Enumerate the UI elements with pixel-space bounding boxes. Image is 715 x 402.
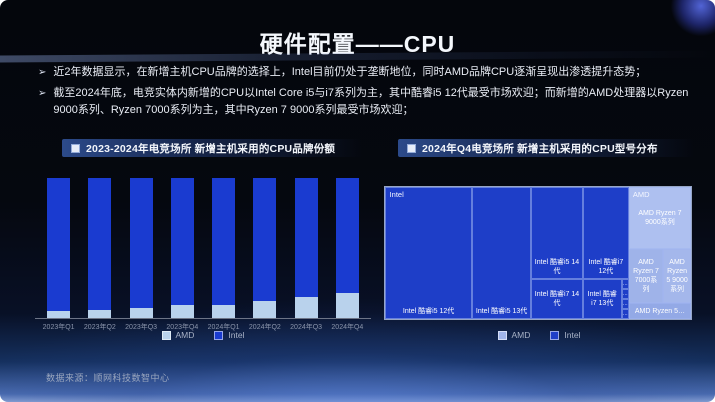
treemap-cell-intel: Intel 酷睿i5 12代	[385, 187, 473, 319]
treemap-cell-intel: …	[621, 289, 629, 300]
treemap-cell-amd: AMD Ryzen 7 7000系列	[628, 249, 664, 304]
treemap-cell-label: Intel 酷睿i5 12代	[402, 307, 455, 315]
legend-label: Intel	[564, 330, 581, 340]
right-chart-title-text: 2024年Q4电竞场所 新增主机采用的CPU型号分布	[422, 142, 658, 155]
bar-segment-intel	[170, 178, 194, 306]
stacked-bar-2023年Q1	[47, 178, 71, 318]
arrow-bullet-icon: ➢	[38, 67, 47, 78]
x-axis-tick-label: 2024年Q2	[248, 324, 281, 331]
bar-segment-amd	[170, 305, 194, 318]
bar-segment-intel	[129, 178, 153, 309]
page-title: 硬件配置——CPU	[259, 31, 456, 57]
treemap-cell-label: Intel 酷睿i7 13代	[587, 291, 617, 308]
data-source-note: 数据来源：顺网科技数智中心	[46, 373, 170, 383]
treemap-cell-intel: …	[621, 279, 629, 290]
square-bullet-icon	[407, 143, 416, 153]
treemap-cell-label: AMD Ryzen 5 9000系列	[666, 258, 688, 294]
treemap-cell-label: Intel 酷睿i5 14代	[534, 259, 580, 276]
bar-segment-intel	[47, 178, 71, 311]
treemap-cell-intel: …	[621, 299, 629, 310]
treemap-cell-intel: Intel 酷睿i7 14代	[530, 279, 583, 319]
treemap-legend: AMD Intel	[384, 330, 694, 340]
legend-item-amd: AMD	[161, 330, 195, 340]
treemap-cell-label: …	[622, 300, 628, 307]
bar-segment-amd	[212, 305, 236, 318]
x-axis-tick-label: 2023年Q4	[166, 324, 199, 331]
bullet-item: ➢ 截至2024年底，电竞实体内新增的CPU以Intel Core i5与i7系…	[38, 85, 697, 120]
legend-swatch-icon	[550, 330, 560, 340]
left-chart-title-text: 2023-2024年电竞场所 新增主机采用的CPU品牌份额	[86, 142, 336, 155]
stacked-bar-2024年Q1	[212, 178, 236, 318]
right-chart-title: 2024年Q4电竞场所 新增主机采用的CPU型号分布	[398, 139, 694, 157]
bullet-text: 截至2024年底，电竞实体内新增的CPU以Intel Core i5与i7系列为…	[53, 86, 689, 117]
bar-segment-intel	[212, 178, 236, 306]
treemap-cell-label: AMD Ryzen 7 9000系列	[638, 209, 682, 227]
stacked-bar-2023年Q2	[88, 178, 112, 318]
treemap-cell-label: …	[622, 281, 628, 288]
treemap-cell-amd: AMD Ryzen 5 9000系列	[663, 249, 691, 304]
brand-share-bar-chart: 2023年Q1 2023年Q2 2023年Q3 2023年Q4 2024年Q1 2024年…	[35, 170, 371, 350]
x-axis-tick-label: 2023年Q2	[83, 324, 116, 331]
bar-segment-intel	[88, 178, 112, 310]
treemap-cell-label: AMD Ryzen 5…	[634, 307, 686, 315]
legend-swatch-icon	[497, 330, 507, 340]
treemap-cell-label: Intel 酷睿i7 12代	[588, 259, 624, 276]
legend-label: AMD	[511, 330, 531, 340]
bar-segment-amd	[335, 292, 359, 318]
legend-swatch-icon	[214, 330, 224, 340]
stacked-bar-2023年Q3	[129, 178, 153, 318]
bullet-text: 近2年数据显示，在新增主机CPU品牌的选择上，Intel目前仍处于垄断地位，同时…	[53, 66, 647, 78]
bullet-item: ➢ 近2年数据显示，在新增主机CPU品牌的选择上，Intel目前仍处于垄断地位，…	[38, 64, 697, 82]
x-axis-tick-label: 2023年Q1	[42, 324, 75, 331]
bar-segment-intel	[335, 178, 359, 293]
bar-segment-amd	[47, 311, 71, 318]
bar-chart-legend: AMD Intel	[38, 330, 368, 340]
legend-swatch-icon	[161, 330, 171, 340]
treemap-cell-label: AMD Ryzen 7 7000系列	[633, 258, 659, 294]
arrow-bullet-icon: ➢	[38, 87, 47, 99]
treemap-cell-label: …	[622, 290, 628, 297]
treemap-group-label-intel: Intel	[389, 190, 404, 200]
legend-item-intel: Intel	[214, 330, 244, 340]
legend-label: Intel	[228, 330, 245, 340]
legend-label: AMD	[175, 330, 195, 340]
treemap-cell-intel: …	[621, 309, 629, 319]
stacked-bar-2024年Q4	[335, 178, 359, 318]
cpu-model-treemap-chart: Intel 酷睿i5 12代 Intel 酷睿i5 13代 Intel 酷睿i5 1…	[384, 170, 694, 350]
bullet-list: ➢ 近2年数据显示，在新增主机CPU品牌的选择上，Intel目前仍处于垄断地位，…	[38, 64, 697, 123]
bar-segment-amd	[294, 297, 318, 318]
treemap-cell-label: Intel 酷睿i7 14代	[534, 291, 580, 308]
treemap-cell-intel: Intel 酷睿i7 12代	[582, 187, 629, 280]
x-axis-tick-label: 2024年Q4	[331, 324, 364, 331]
treemap-cell-label: …	[622, 310, 628, 317]
bar-segment-intel	[294, 178, 318, 297]
stacked-bar-2024年Q3	[294, 178, 318, 318]
treemap-cell-intel: Intel 酷睿i5 13代	[472, 187, 531, 319]
bar-segment-amd	[253, 301, 277, 318]
bar-segment-amd	[129, 308, 153, 318]
legend-item-amd: AMD	[497, 330, 531, 340]
bar-segment-intel	[253, 178, 277, 302]
square-bullet-icon	[71, 143, 80, 153]
treemap-cell-label: Intel 酷睿i5 13代	[475, 307, 528, 315]
stacked-bar-2023年Q4	[170, 178, 194, 318]
x-axis-tick-label: 2024年Q3	[290, 324, 323, 331]
legend-item-intel: Intel	[550, 330, 580, 340]
stacked-bar-2024年Q2	[253, 178, 277, 318]
bar-segment-amd	[88, 309, 112, 318]
treemap-group-label-amd: AMD	[632, 190, 650, 200]
bar-x-axis: 2023年Q1 2023年Q2 2023年Q3 2023年Q4 2024年Q1 2024年…	[38, 322, 368, 334]
left-chart-title: 2023-2024年电竞场所 新增主机采用的CPU品牌份额	[62, 139, 362, 157]
treemap-cell-amd: AMD Ryzen 7 9000系列	[628, 187, 691, 250]
treemap-cell-intel: Intel 酷睿i5 14代	[530, 187, 583, 280]
bar-plot	[38, 170, 368, 318]
treemap-cell-intel: Intel 酷睿i7 13代	[582, 279, 622, 319]
x-axis-line	[35, 318, 371, 319]
x-axis-tick-label: 2023年Q3	[125, 324, 158, 331]
x-axis-tick-label: 2024年Q1	[207, 324, 240, 331]
treemap-cell-amd: AMD Ryzen 5…	[628, 303, 691, 319]
treemap: Intel 酷睿i5 12代 Intel 酷睿i5 13代 Intel 酷睿i5 1…	[384, 186, 692, 320]
